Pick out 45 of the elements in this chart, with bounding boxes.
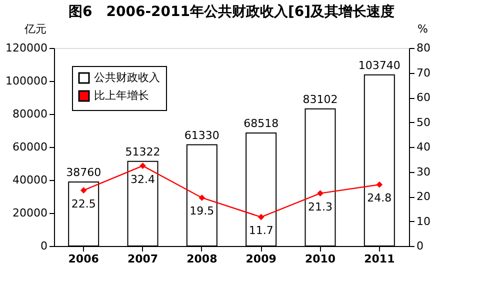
data-label: 38760 — [66, 166, 102, 180]
data-label: 32.4 — [130, 172, 155, 186]
x-tick-label: 2007 — [127, 252, 158, 266]
y-tick-label: 120000 — [6, 42, 48, 54]
legend-label: 公共财政收入 — [94, 71, 160, 84]
data-label: 21.3 — [308, 200, 332, 214]
data-label: 83102 — [302, 92, 338, 106]
x-tick-label: 2010 — [304, 252, 336, 266]
y-tick-label: 60000 — [12, 140, 48, 154]
point — [80, 187, 87, 194]
y-axis-title: 亿元 — [24, 22, 46, 36]
y2-tick-label: 30 — [416, 165, 430, 178]
data-label: 61330 — [184, 128, 220, 142]
point — [198, 194, 206, 201]
legend-label: 比上年增长 — [94, 89, 149, 102]
data-label: 11.7 — [248, 224, 274, 238]
point — [140, 162, 146, 169]
point — [376, 181, 383, 188]
y2-tick-label: 80 — [416, 42, 430, 54]
data-label: 103740 — [358, 58, 400, 72]
y-tick-label: 20000 — [12, 206, 48, 220]
y2-tick-label: 40 — [416, 140, 430, 154]
y2-tick-label: 0 — [416, 240, 424, 252]
y2-tick-label: 20 — [416, 190, 430, 203]
data-label: 24.8 — [367, 192, 392, 205]
y2-axis-title: % — [418, 22, 428, 36]
data-label: 51322 — [125, 145, 160, 158]
y-tick-label: 100000 — [6, 74, 48, 88]
y2-tick-label: 70 — [416, 66, 430, 80]
data-label: 22.5 — [71, 197, 96, 210]
y-tick-label: 40000 — [12, 174, 48, 186]
x-tick-label: 2008 — [186, 252, 218, 266]
y2-tick-label: 60 — [416, 91, 430, 104]
y2-tick-label: 50 — [416, 116, 430, 129]
data-label: 19.5 — [190, 204, 214, 218]
x-tick-label: 2006 — [68, 252, 100, 266]
point — [317, 190, 324, 196]
y2-tick-label: 10 — [416, 214, 430, 228]
data-label: 68518 — [244, 116, 279, 130]
chart-title: 图6 2006-2011年公共财政收入[6]及其增长速度 — [68, 3, 395, 20]
x-tick-label: 2009 — [246, 252, 276, 266]
point — [258, 214, 264, 220]
y-tick-label: 80000 — [12, 108, 48, 120]
x-tick-label: 2011 — [364, 252, 395, 266]
y-tick-label: 0 — [40, 240, 48, 252]
